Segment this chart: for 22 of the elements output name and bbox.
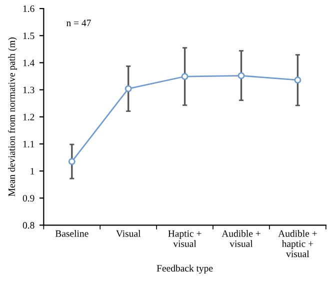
- x-axis-title: Feedback type: [156, 264, 213, 274]
- y-tick-label: 1.2: [23, 114, 34, 120]
- y-tick-label: 1.1: [23, 140, 34, 148]
- y-tick-label: 1.4: [23, 60, 34, 66]
- point: [68, 158, 76, 165]
- point: [238, 72, 245, 80]
- x-tick-label: Audible + haptic + visual: [278, 230, 317, 258]
- y-tick-label: 1.6: [23, 5, 34, 12]
- y-tick-label: 1.3: [23, 86, 34, 94]
- x-tick-label: Baseline: [55, 230, 88, 237]
- point: [124, 85, 132, 92]
- y-tick-label: 1.5: [23, 32, 34, 40]
- x-tick-label: Visual: [116, 230, 141, 237]
- y-tick-label: 0.8: [22, 222, 34, 229]
- x-tick-label: Haptic + visual: [168, 230, 202, 248]
- annotation: n = 47: [66, 20, 91, 26]
- y-axis-title: Mean deviation from normative path (m): [8, 38, 17, 196]
- y-tick-label: 1: [30, 168, 34, 174]
- point: [294, 76, 302, 84]
- y-tick-label: 0.9: [22, 194, 34, 202]
- point: [181, 73, 188, 80]
- x-tick-label: Audible + visual: [222, 230, 260, 248]
